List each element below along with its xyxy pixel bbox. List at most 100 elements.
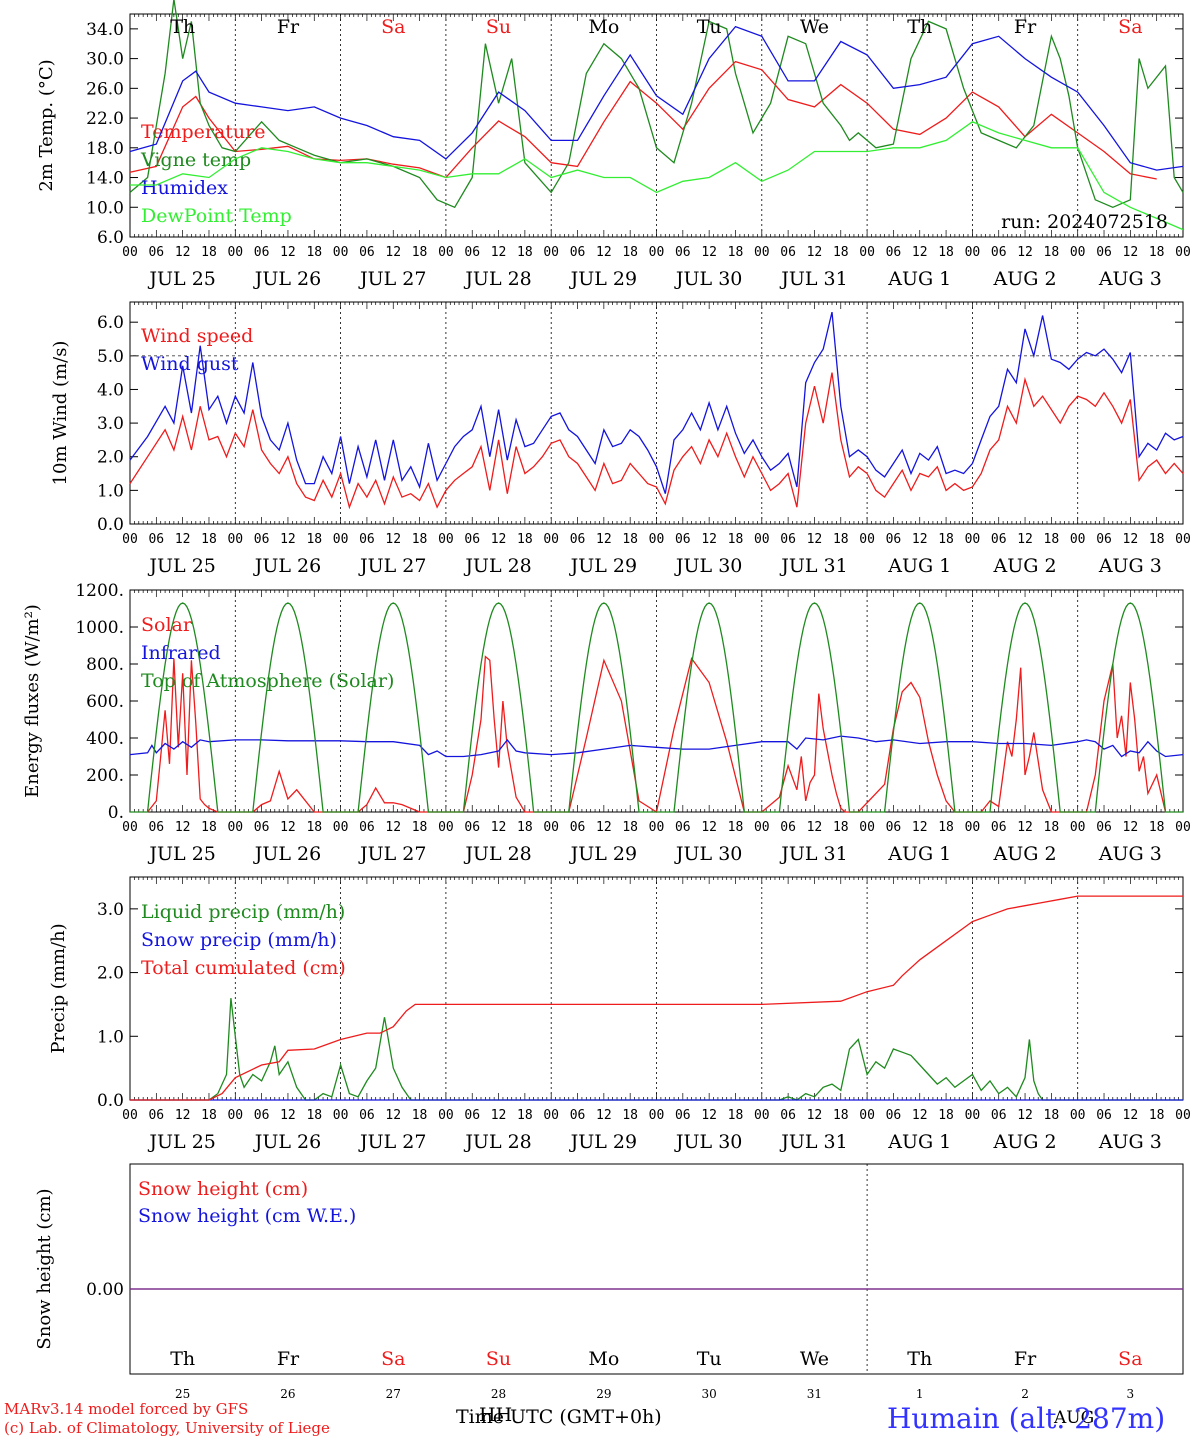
date-label: JUL 29 xyxy=(569,843,637,865)
hour-tick-label: 06 xyxy=(886,1108,902,1123)
date-label: JUL 28 xyxy=(463,1131,531,1153)
date-label: AUG 3 xyxy=(1098,843,1162,865)
y-axis-label: 2m Temp. (°C) xyxy=(36,59,57,191)
y-tick-label: 0.0 xyxy=(97,515,124,535)
hour-tick-label: 12 xyxy=(1017,532,1033,547)
y-tick-label: 1000. xyxy=(75,618,124,638)
day-name-label: Mo xyxy=(588,16,619,38)
y-tick-label: 10.0 xyxy=(86,198,124,218)
legend-top-of-atmosphere-solar: Top of Atmosphere (Solar) xyxy=(141,670,394,692)
hour-tick-label: 00 xyxy=(543,532,559,547)
hour-tick-label: 12 xyxy=(912,532,928,547)
hour-tick-label: 00 xyxy=(859,820,875,835)
date-label: AUG 3 xyxy=(1098,1131,1162,1153)
day-name-label: Sa xyxy=(381,16,405,38)
hour-tick-label: 18 xyxy=(1044,532,1060,547)
y-tick-label: 30.0 xyxy=(86,50,124,70)
legend-snow-precip-mm-h: Snow precip (mm/h) xyxy=(141,929,337,951)
hour-tick-label: 18 xyxy=(306,245,322,260)
y-tick-label: 34.0 xyxy=(86,20,124,40)
hour-tick-label: 00 xyxy=(122,532,138,547)
hour-tick-label: 00 xyxy=(965,820,981,835)
hour-tick-label: 18 xyxy=(1149,820,1165,835)
panel-1: 00 06 12 18 00 06 12 18 00 06 12 18 00 06 12 18 00 06 12 18… xyxy=(36,0,1191,290)
hour-tick-label: 00 xyxy=(754,1108,770,1123)
day-name-label: Fr xyxy=(1014,16,1037,38)
date-label: AUG 2 xyxy=(993,843,1057,865)
hour-tick-label: 00 xyxy=(649,820,665,835)
legend-total-cumulated-cm: Total cumulated (cm) xyxy=(141,957,346,979)
hour-tick-label: 12 xyxy=(280,1108,296,1123)
hour-tick-label: 06 xyxy=(464,820,480,835)
hour-tick-label: 18 xyxy=(622,245,638,260)
hour-tick-label: 18 xyxy=(201,532,217,547)
hour-tick-label: 18 xyxy=(728,1108,744,1123)
hour-tick-label: 06 xyxy=(359,532,375,547)
hour-tick-label: 12 xyxy=(491,532,507,547)
hour-tick-label: 06 xyxy=(886,820,902,835)
date-label: JUL 25 xyxy=(147,843,215,865)
hour-tick-label: 00 xyxy=(859,1108,875,1123)
hour-tick-label: 06 xyxy=(359,245,375,260)
day-name-label: Sa xyxy=(1118,16,1142,38)
hour-tick-label: 18 xyxy=(833,1108,849,1123)
day-number-label: 27 xyxy=(386,1387,401,1401)
y-tick-label: 2.0 xyxy=(97,964,124,984)
hour-tick-label: 12 xyxy=(175,820,191,835)
hour-tick-label: 06 xyxy=(991,532,1007,547)
hour-tick-label: 12 xyxy=(701,1108,717,1123)
day-name-label: Th xyxy=(170,16,195,38)
hour-tick-label: 00 xyxy=(859,245,875,260)
hour-tick-label: 12 xyxy=(491,1108,507,1123)
hour-tick-label: 12 xyxy=(385,245,401,260)
hour-tick-label: 06 xyxy=(991,820,1007,835)
hour-tick-label: 00 xyxy=(1070,820,1086,835)
date-label: JUL 30 xyxy=(674,268,742,290)
day-name-label: Tu xyxy=(697,16,722,38)
hour-tick-label: 12 xyxy=(807,820,823,835)
hour-tick-label: 12 xyxy=(175,532,191,547)
hour-tick-label: 06 xyxy=(254,1108,270,1123)
hour-tick-label: 18 xyxy=(728,245,744,260)
day-number-label: 26 xyxy=(280,1387,295,1401)
hour-tick-label: 12 xyxy=(1017,820,1033,835)
hour-tick-label: 00 xyxy=(965,1108,981,1123)
hour-tick-label: 06 xyxy=(675,532,691,547)
series-infrared xyxy=(129,735,1184,758)
hour-tick-label: 06 xyxy=(359,820,375,835)
hour-tick-label: 18 xyxy=(833,532,849,547)
day-name-label: Su xyxy=(486,16,511,38)
y-axis-label: Energy fluxes (W/m²) xyxy=(22,604,43,798)
date-label: AUG 1 xyxy=(887,843,951,865)
day-number-label: 3 xyxy=(1127,1387,1135,1401)
legend-snow-height-cm-w-e: Snow height (cm W.E.) xyxy=(138,1205,356,1227)
y-tick-label: 14.0 xyxy=(86,169,124,189)
footer-lab: (c) Lab. of Climatology, University of L… xyxy=(4,1419,330,1437)
hour-tick-label: 00 xyxy=(333,1108,349,1123)
y-tick-label: 18.0 xyxy=(86,139,124,159)
hour-tick-label: 18 xyxy=(517,245,533,260)
hour-tick-label: 00 xyxy=(754,820,770,835)
legend-liquid-precip-mm-h: Liquid precip (mm/h) xyxy=(141,901,345,923)
day-name-label: Th xyxy=(170,1348,195,1370)
hour-tick-label: 18 xyxy=(517,1108,533,1123)
day-name-label: Tu xyxy=(697,1348,722,1370)
date-label: JUL 30 xyxy=(674,555,742,577)
y-tick-label: 1.0 xyxy=(97,1027,124,1047)
y-tick-label: 3.0 xyxy=(97,414,124,434)
hour-tick-label: 12 xyxy=(807,1108,823,1123)
hour-tick-label: 12 xyxy=(912,245,928,260)
hour-tick-label: 12 xyxy=(280,820,296,835)
hour-tick-label: 18 xyxy=(306,1108,322,1123)
hour-tick-label: 06 xyxy=(148,820,164,835)
y-tick-label: 400. xyxy=(86,729,124,749)
hour-tick-label: 12 xyxy=(280,532,296,547)
y-tick-label: 800. xyxy=(86,655,124,675)
panel-2: 00 06 12 18 00 06 12 18 00 06 12 18 00 06 12 18 00 06 12 18… xyxy=(50,301,1191,577)
hour-tick-label: 06 xyxy=(254,820,270,835)
hour-tick-label: 06 xyxy=(886,532,902,547)
date-label: JUL 28 xyxy=(463,843,531,865)
day-number-label: 30 xyxy=(702,1387,717,1401)
hour-tick-label: 00 xyxy=(1070,245,1086,260)
day-name-label: Sa xyxy=(1118,1348,1142,1370)
